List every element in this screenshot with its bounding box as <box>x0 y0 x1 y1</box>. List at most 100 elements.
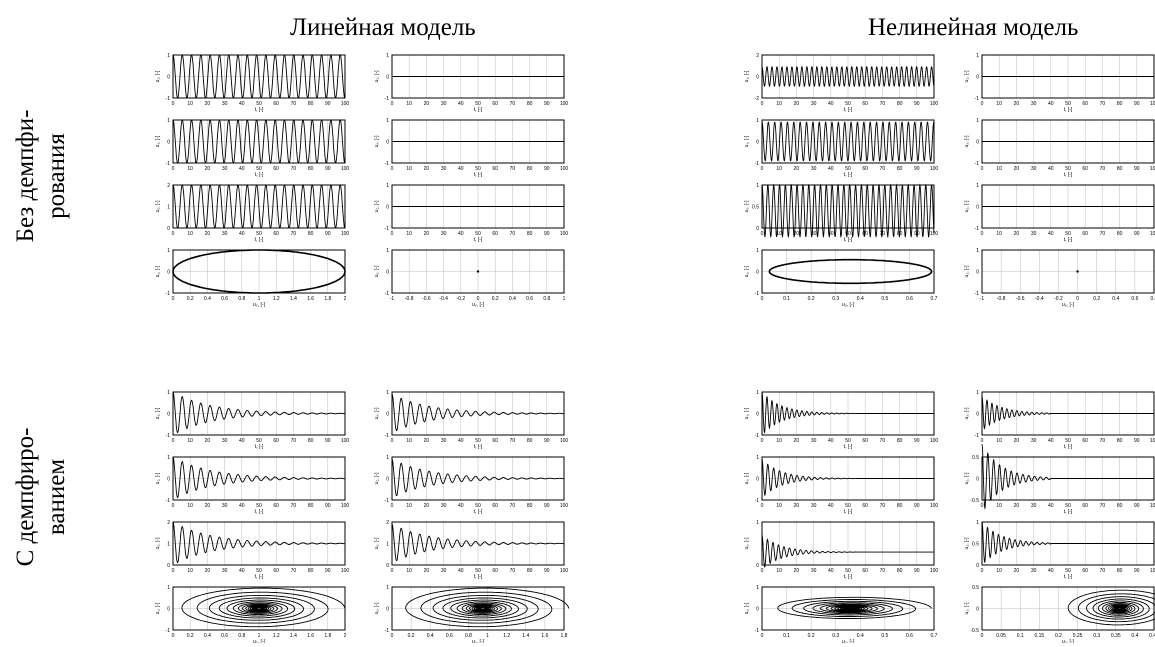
x-tick-label: 70 <box>880 438 886 444</box>
plot-frame <box>172 54 346 99</box>
y-tick-label: 1 <box>976 53 979 59</box>
x-tick-label: 80 <box>1117 503 1123 509</box>
y-tick-label: 1 <box>386 390 389 396</box>
x-tick-label: 40 <box>1048 231 1054 237</box>
x-tick-label: 60 <box>1082 166 1088 172</box>
x-tick-label: -0.2 <box>456 296 465 302</box>
x-tick-label: 50 <box>1065 568 1071 574</box>
x-tick-label: 30 <box>441 503 447 509</box>
x-tick-label: 90 <box>914 166 920 172</box>
x-tick-label: 30 <box>222 568 228 574</box>
x-tick-label: 60 <box>492 166 498 172</box>
x-tick-label: 30 <box>1031 231 1037 237</box>
plot-frame <box>981 54 1155 99</box>
x-tick-label: 0.8 <box>238 633 245 639</box>
y-tick-label: 0 <box>386 563 389 569</box>
plot-frame <box>981 391 1155 436</box>
x-tick-label: 0 <box>761 166 764 172</box>
x-axis-label: t, [-] <box>1064 444 1073 450</box>
x-tick-label: 10 <box>406 438 412 444</box>
x-tick-label: 50 <box>475 101 481 107</box>
x-tick-label: 50 <box>256 438 262 444</box>
y-tick-label: 0 <box>976 75 979 81</box>
x-tick-label: 40 <box>458 231 464 237</box>
y-axis-label: u₂, [-] <box>374 602 380 615</box>
data-curve <box>172 391 345 434</box>
x-tick-label: 90 <box>544 503 550 509</box>
x-tick-label: 10 <box>996 503 1002 509</box>
x-tick-label: 0 <box>761 438 764 444</box>
plot-panel: 0 10 20 30 40 50 60 70 80 90 100 0 0.5 1 t, [-] u₂, [-] <box>744 183 938 243</box>
x-tick-label: 30 <box>222 438 228 444</box>
data-curve <box>172 54 346 99</box>
y-tick-label: -1 <box>385 226 390 232</box>
y-tick-label: -1 <box>385 161 390 167</box>
plot-panel: 0 10 20 30 40 50 60 70 80 90 100 0 1 t, [-] u₂, [-] <box>744 520 938 580</box>
y-tick-label: 0 <box>976 205 979 211</box>
y-tick-label: 1 <box>167 585 170 591</box>
x-tick-label: 60 <box>1082 231 1088 237</box>
y-tick-label: 1 <box>167 205 170 211</box>
y-axis-label: u₁, [-] <box>155 70 161 82</box>
x-tick-label: 80 <box>527 503 533 509</box>
plot-frame <box>761 391 935 436</box>
y-tick-label: -1 <box>166 628 171 634</box>
x-tick-label: 10 <box>776 101 782 107</box>
x-tick-label: 50 <box>475 231 481 237</box>
x-tick-label: 10 <box>996 568 1002 574</box>
x-tick-label: 0.2 <box>408 633 415 639</box>
x-tick-label: 60 <box>492 101 498 107</box>
x-tick-label: -1 <box>980 296 985 302</box>
x-tick-label: 30 <box>811 166 817 172</box>
y-tick-label: 2 <box>167 520 170 526</box>
x-tick-label: 100 <box>341 166 350 172</box>
x-tick-label: 0 <box>981 633 984 639</box>
y-tick-label: 1 <box>386 248 389 254</box>
x-tick-label: 80 <box>1117 101 1123 107</box>
y-tick-label: 1 <box>386 542 389 548</box>
x-tick-label: 0.2 <box>187 296 194 302</box>
x-tick-label: 90 <box>544 231 550 237</box>
x-axis-label: t, [-] <box>255 107 264 113</box>
x-tick-label: 70 <box>291 101 297 107</box>
y-axis-label: u₁, [-] <box>744 472 750 484</box>
x-tick-label: 0.6 <box>221 633 228 639</box>
x-tick-label: 0 <box>391 166 394 172</box>
x-tick-label: 100 <box>341 438 350 444</box>
x-tick-label: -0.2 <box>1054 296 1063 302</box>
x-tick-label: 100 <box>1150 568 1155 574</box>
x-tick-label: 90 <box>914 101 920 107</box>
x-tick-label: 0.15 <box>1034 633 1044 639</box>
y-tick-label: 1 <box>386 183 389 189</box>
y-tick-label: 0 <box>386 477 389 483</box>
plot-frame <box>981 119 1155 164</box>
x-tick-label: 20 <box>205 166 211 172</box>
y-tick-label: -1 <box>166 161 171 167</box>
x-tick-label: 30 <box>811 503 817 509</box>
x-tick-label: 70 <box>291 166 297 172</box>
plot-frame <box>391 391 565 436</box>
plot-frame <box>391 456 565 501</box>
x-tick-label: 0.4 <box>427 633 434 639</box>
x-tick-label: -0.6 <box>1016 296 1025 302</box>
y-tick-label: 0 <box>167 75 170 81</box>
x-tick-label: 50 <box>256 231 262 237</box>
x-tick-label: 80 <box>308 568 314 574</box>
x-tick-label: 50 <box>475 438 481 444</box>
x-tick-label: 60 <box>273 568 279 574</box>
x-tick-label: 1.8 <box>561 633 568 639</box>
y-tick-label: 0 <box>167 270 170 276</box>
x-tick-label: 10 <box>996 166 1002 172</box>
x-tick-label: 0 <box>172 296 175 302</box>
x-tick-label: 0.5 <box>881 296 888 302</box>
x-tick-label: 20 <box>794 438 800 444</box>
x-tick-label: 20 <box>794 231 800 237</box>
y-axis-label: u₂, [-] <box>155 200 161 213</box>
x-tick-label: 40 <box>1048 438 1054 444</box>
